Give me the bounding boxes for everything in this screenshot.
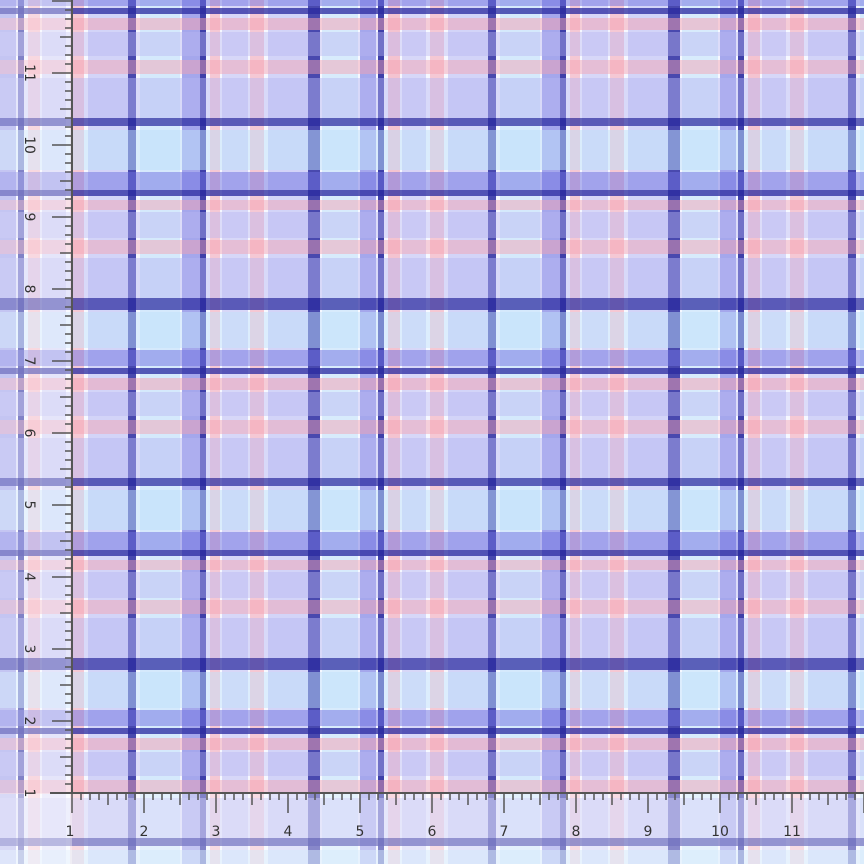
stripe — [542, 0, 560, 864]
stripe — [0, 658, 864, 670]
stripe — [0, 18, 864, 30]
ruler-left-label: 3 — [21, 645, 37, 654]
ruler-bottom-label: 3 — [212, 824, 221, 840]
stripe — [0, 478, 864, 486]
stripe — [250, 0, 264, 864]
stripe — [0, 118, 864, 126]
stripe — [0, 258, 864, 298]
stripe — [378, 0, 384, 864]
stripe — [570, 0, 580, 864]
stripe — [0, 190, 864, 196]
stripe — [748, 0, 760, 864]
ruler-bottom-label: 7 — [500, 824, 509, 840]
ruler-bottom-label: 5 — [356, 824, 365, 840]
ruler-bottom-label: 8 — [572, 824, 581, 840]
ruler-left-label: 5 — [21, 501, 37, 510]
stripe — [0, 550, 864, 556]
ruler-left-label: 11 — [21, 64, 37, 82]
stripe — [430, 0, 444, 864]
ruler-left-label: 2 — [21, 717, 37, 726]
stripe — [738, 0, 744, 864]
stripe — [210, 0, 220, 864]
ruler-bottom-label: 4 — [284, 824, 293, 840]
stripe — [0, 130, 864, 170]
stripe — [0, 392, 864, 416]
stripe — [0, 738, 864, 750]
stripe — [848, 0, 856, 864]
ruler-left-label: 9 — [21, 213, 37, 222]
ruler-left-label: 1 — [21, 789, 37, 798]
ruler-left-label: 8 — [21, 285, 37, 294]
stripe — [18, 0, 24, 864]
ruler-bottom-label: 10 — [711, 824, 729, 840]
stripe — [0, 78, 864, 118]
stripe — [610, 0, 624, 864]
stripe — [0, 838, 864, 846]
stripe — [0, 438, 864, 478]
stripe — [0, 728, 864, 734]
stripe — [360, 0, 376, 864]
stripe — [0, 172, 864, 190]
stripe — [128, 0, 136, 864]
ruler-bottom-label: 11 — [783, 824, 801, 840]
stripe — [0, 850, 864, 864]
stripe — [0, 420, 864, 434]
stripe — [0, 240, 864, 254]
stripe — [0, 490, 864, 530]
stripe — [182, 0, 200, 864]
stripe — [0, 710, 864, 726]
ruler-bottom-label: 9 — [644, 824, 653, 840]
stripe — [560, 0, 566, 864]
stripe — [0, 532, 864, 550]
stripe — [0, 572, 864, 598]
stripe — [0, 672, 864, 708]
stripe — [0, 60, 864, 74]
ruler-left-label: 6 — [21, 429, 37, 438]
stripe — [790, 0, 804, 864]
stripe — [388, 0, 400, 864]
stripe — [0, 780, 864, 794]
stripe — [0, 752, 864, 776]
ruler-left-label: 4 — [21, 573, 37, 582]
stripe — [0, 200, 864, 210]
ruler-bottom-label: 6 — [428, 824, 437, 840]
ruler-left-band — [0, 0, 72, 864]
stripe — [0, 0, 16, 864]
stripe — [308, 0, 320, 864]
stripe — [0, 298, 864, 310]
stripe — [0, 350, 864, 366]
stripe — [200, 0, 206, 864]
stripe — [0, 560, 864, 570]
stripe — [720, 0, 736, 864]
ruler-left-label: 7 — [21, 357, 37, 366]
stripe — [0, 618, 864, 658]
stripe — [0, 368, 864, 374]
ruler-left-label: 10 — [21, 136, 37, 154]
stripe — [860, 0, 864, 864]
stripe — [0, 600, 864, 614]
stripe — [0, 312, 864, 348]
stripe — [70, 0, 84, 864]
stripe — [668, 0, 680, 864]
stripe — [488, 0, 496, 864]
stripe — [0, 32, 864, 56]
stripe — [0, 378, 864, 390]
stripe — [0, 8, 864, 14]
stripe — [28, 0, 40, 864]
ruler-bottom-label: 1 — [66, 824, 75, 840]
ruler-bottom-label: 2 — [140, 824, 149, 840]
stripe — [0, 212, 864, 238]
stripe — [0, 0, 864, 6]
